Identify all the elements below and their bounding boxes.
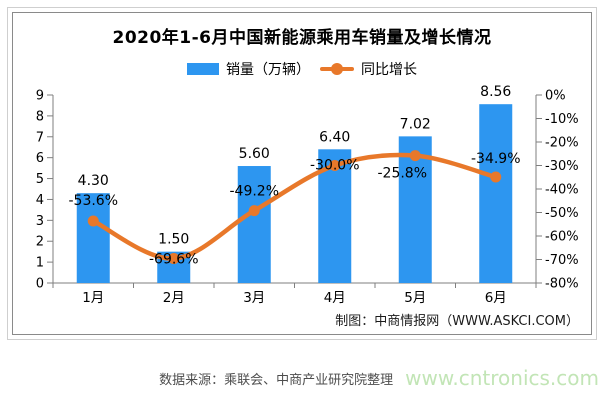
legend-growth-label: 同比增长: [361, 62, 417, 78]
left-axis-tick-label: 9: [36, 89, 44, 104]
bar: [237, 166, 271, 283]
x-axis-label: 5月: [404, 290, 426, 306]
growth-line: [91, 152, 498, 261]
line-point-label: -53.6%: [68, 193, 118, 209]
line-point: [329, 160, 341, 171]
watermark-link[interactable]: www.cntronics.com: [405, 366, 599, 390]
line-swatch-icon: [320, 63, 354, 75]
x-axis-label: 4月: [324, 290, 346, 306]
right-axis-tick-label: -10%: [545, 112, 579, 127]
x-axis-label: 1月: [82, 290, 104, 306]
right-axis-tick-label: -70%: [545, 253, 579, 268]
right-axis-tick-label: -30%: [545, 159, 579, 174]
line-point: [409, 150, 421, 162]
right-axis-tick-label: -20%: [545, 136, 579, 151]
data-source-text: 数据来源：乘联会、中商产业研究院整理: [159, 372, 394, 388]
chart-plot-area: 0 1 2 3 4 5 6 7 8 9 0% -10% -20% -30% -40% -50% -60% -70%…: [36, 84, 579, 306]
left-axis-tick-label: 8: [36, 109, 44, 124]
line-point: [490, 171, 502, 183]
right-axis-tick-label: -80%: [545, 277, 579, 292]
line-point-label: -49.2%: [229, 184, 279, 200]
right-axis-tick-label: 0%: [545, 89, 566, 104]
bar-swatch-icon: [187, 63, 219, 75]
chart-attribution: 制图：中商情报网（WWW.ASKCI.COM）: [335, 314, 579, 329]
bar-value-label: 7.02: [400, 116, 431, 132]
left-axis-tick-label: 2: [36, 235, 44, 250]
legend-item-sales: 销量（万辆）: [187, 59, 310, 79]
left-axis-tick-label: 3: [36, 214, 44, 229]
bar-value-label: 6.40: [319, 129, 350, 145]
line-point: [87, 215, 99, 227]
bar-value-label: 8.56: [480, 84, 511, 100]
right-axis-tick-label: -50%: [545, 206, 579, 221]
left-axis-tick-label: 6: [36, 151, 44, 166]
left-axis-tick-label: 4: [36, 193, 44, 208]
line-point-label: -69.6%: [149, 252, 199, 268]
legend-item-growth: 同比增长: [320, 59, 417, 79]
x-axis-label: 3月: [243, 290, 265, 306]
line-point-label: -30.0%: [310, 158, 360, 174]
bar-value-label: 4.30: [78, 173, 109, 189]
bar-value-label: 5.60: [239, 146, 270, 162]
x-axis-label: 2月: [163, 290, 185, 306]
right-axis-tick-label: -60%: [545, 230, 579, 245]
left-axis-tick-label: 5: [36, 172, 44, 187]
left-axis-tick-label: 0: [36, 277, 44, 292]
line-point: [248, 205, 260, 217]
line-point-label: -34.9%: [471, 151, 521, 167]
line-point-label: -25.8%: [377, 166, 427, 182]
bar: [479, 104, 513, 284]
bar-value-label: 1.50: [158, 232, 189, 248]
left-axis-tick-label: 1: [36, 256, 44, 271]
x-axis-label: 6月: [485, 290, 507, 306]
legend-sales-label: 销量（万辆）: [226, 62, 310, 78]
line-point: [168, 253, 180, 265]
right-axis-tick-label: -40%: [545, 183, 579, 198]
chart-panel: 0 1 2 3 4 5 6 7 8 9 0% -10% -20% -30% -40% -50% -60% -70%…: [7, 7, 597, 340]
chart-frame: 0 1 2 3 4 5 6 7 8 9 0% -10% -20% -30% -40% -50% -60% -70%…: [12, 12, 592, 335]
chart-legend: 销量（万辆） 同比增长: [13, 59, 591, 79]
left-axis-tick-label: 7: [36, 130, 44, 145]
bar: [76, 193, 110, 283]
chart-title: 2020年1-6月中国新能源乘用车销量及增长情况: [112, 28, 492, 48]
footer: 数据来源：乘联会、中商产业研究院整理 www.cntronics.com: [0, 366, 599, 390]
